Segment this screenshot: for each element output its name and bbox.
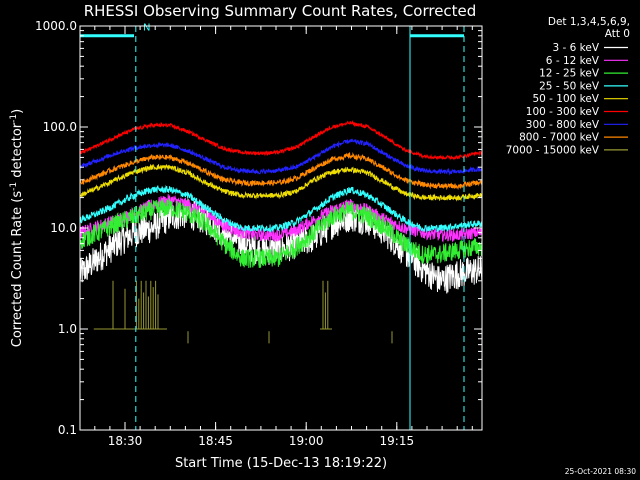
legend-header-line-2: Att 0 xyxy=(605,28,630,40)
y-axis-label-superscript-2: -1 xyxy=(9,114,19,123)
series-line-100-300keV xyxy=(79,119,483,161)
series-line-50-100keV xyxy=(79,163,483,202)
x-axis: 18:30 18:45 19:00 19:15 xyxy=(94,26,473,448)
legend-label: 100 - 300 keV xyxy=(526,106,600,118)
y-tick-label: 0.1 xyxy=(58,423,77,437)
y-tick-label: 10.0 xyxy=(50,221,77,235)
y-axis-label: Corrected Count Rate (s-1 detector-1) xyxy=(9,109,25,347)
chart-title: RHESSI Observing Summary Count Rates, Co… xyxy=(84,2,477,20)
y-tick-label: 1.0 xyxy=(58,322,77,336)
y-axis-label-prefix: Corrected Count Rate (s xyxy=(10,191,25,348)
n-label: N xyxy=(143,23,150,34)
legend-label: 6 - 12 keV xyxy=(546,55,600,67)
legend-label: 25 - 50 keV xyxy=(539,80,600,92)
x-tick-label: 19:00 xyxy=(289,434,324,448)
series-layer xyxy=(79,119,483,344)
series-line-800-7000keV xyxy=(79,151,483,191)
x-tick-label: 18:45 xyxy=(198,434,233,448)
series-line-300-800keV xyxy=(79,138,483,176)
y-tick-label: 1000.0 xyxy=(35,19,77,33)
y-axis-label-middle: detector xyxy=(10,122,25,182)
y-axis: 0.1 1.0 10.0 100.0 1000.0 xyxy=(35,19,482,437)
legend-label: 800 - 7000 keV xyxy=(519,132,600,144)
y-axis-label-end: ) xyxy=(10,109,25,114)
series-line-3-6keV xyxy=(79,198,483,294)
generation-timestamp: 25-Oct-2021 08:30 xyxy=(565,467,636,476)
legend-label: 50 - 100 keV xyxy=(532,93,599,105)
series-line-25-50keV xyxy=(79,184,483,234)
legend-label: 12 - 25 keV xyxy=(539,68,600,80)
x-tick-label: 18:30 xyxy=(108,434,143,448)
y-tick-label: 100.0 xyxy=(43,120,77,134)
x-axis-label: Start Time (15-Dec-13 18:19:22) xyxy=(175,456,387,471)
legend-header-line-1: Det 1,3,4,5,6,9, xyxy=(548,16,630,28)
legend-label: 300 - 800 keV xyxy=(526,119,600,131)
x-tick-label: 19:15 xyxy=(380,434,415,448)
y-axis-label-superscript: -1 xyxy=(9,182,19,191)
series-line-12-25keV xyxy=(79,198,483,269)
legend-label: 3 - 6 keV xyxy=(552,42,599,54)
legend-label: 7000 - 15000 keV xyxy=(506,144,600,156)
